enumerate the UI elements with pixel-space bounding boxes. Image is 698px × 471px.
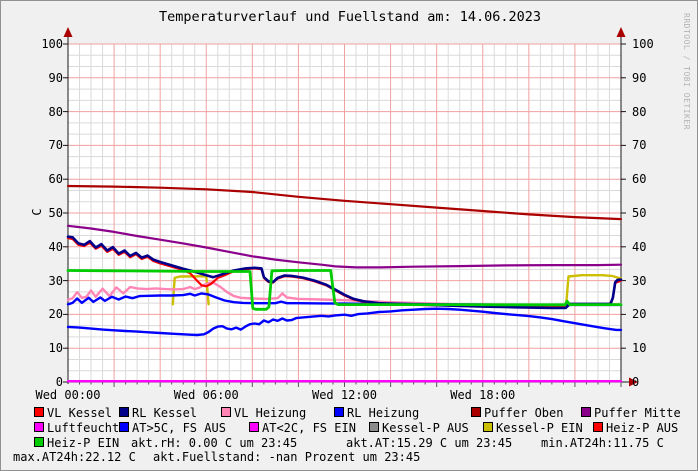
legend-item-label: RL Kessel: [132, 406, 198, 420]
y-tick-label: 30: [632, 273, 647, 288]
legend-item-label: Kessel-P AUS: [382, 421, 469, 435]
y-tick-label: 100: [632, 37, 654, 51]
y-tick-label: 20: [632, 307, 647, 322]
y-tick-label: 70: [632, 138, 647, 153]
x-tick-label: Wed 00:00: [35, 388, 101, 402]
y-tick-label: 60: [48, 172, 63, 187]
x-axis-arrow: [629, 377, 638, 387]
legend-item-label: Luftfeuchte: [47, 421, 127, 435]
legend-color-swatch: [119, 422, 129, 432]
legend-item-label: Kessel-P EIN: [496, 421, 583, 435]
y-tick-label: 50: [48, 206, 63, 220]
y-tick-label: 0: [55, 375, 63, 389]
y-tick-label: 80: [632, 104, 647, 119]
y-tick-label: 100: [41, 37, 63, 51]
legend-item-label: AT>5C, FS AUS: [132, 421, 226, 435]
graph-title: Temperaturverlauf und Fuellstand am: 14.…: [158, 9, 541, 25]
y-tick-label: 90: [632, 70, 647, 85]
legend-color-swatch: [581, 407, 591, 417]
y-tick-label: 10: [48, 341, 63, 356]
legend-stat-text: akt.rH: 0.00 C um 23:45: [131, 436, 298, 450]
y-tick-label: 80: [48, 104, 63, 119]
series-puffer-mitte: [66, 224, 623, 269]
legend-color-swatch: [249, 422, 259, 432]
series-puffer-oben: [66, 184, 623, 221]
legend-stat-text: min.AT24h:11.75 C: [541, 436, 664, 450]
legend-item-label: VL Heizung: [234, 406, 307, 420]
series-rl-kessel: [66, 235, 623, 310]
series-at-aussentemp: [66, 307, 623, 337]
y-axis-arrow-right: [616, 27, 626, 37]
legend-color-swatch: [483, 422, 493, 432]
legend-color-swatch: [119, 407, 129, 417]
y-tick-label: 90: [48, 70, 63, 85]
legend-color-swatch: [34, 407, 44, 417]
y-tick-label: 70: [48, 138, 63, 153]
series-kessel-p-ein: [565, 274, 623, 306]
legend-stat-text: akt.AT:15.29 C um 23:45: [346, 436, 513, 450]
y-tick-label: 40: [48, 239, 63, 254]
y-tick-label: 30: [48, 273, 63, 288]
legend-item-label: Puffer Mitte: [594, 406, 681, 420]
y-tick-label: 60: [632, 172, 647, 187]
series-heiz-p-ein: [66, 269, 623, 311]
x-tick-label: Wed 12:00: [311, 388, 378, 402]
y-tick-label: 0: [632, 375, 640, 389]
y-tick-label: 20: [48, 307, 63, 322]
legend-item-label: RL Heizung: [347, 406, 420, 420]
y-tick-label: 40: [632, 239, 647, 254]
legend-item-label: Puffer Oben: [484, 406, 564, 420]
legend-stat-text: akt.Fuellstand: -nan Prozent um 23:45: [153, 450, 421, 464]
legend-color-swatch: [334, 407, 344, 417]
legend-stat-text: max.AT24h:22.12 C: [13, 450, 136, 464]
legend-color-swatch: [34, 422, 44, 432]
y-tick-label: 10: [632, 341, 647, 356]
y-axis-arrow-left: [63, 27, 73, 37]
x-tick-label: Wed 18:00: [450, 388, 516, 402]
legend-item-label: Heiz-P AUS: [606, 421, 679, 435]
legend-item-label: Heiz-P EIN: [47, 436, 120, 450]
legend-color-swatch: [34, 437, 44, 447]
legend-item-label: VL Kessel: [47, 406, 113, 420]
legend-item-label: AT<2C, FS EIN: [262, 421, 356, 435]
legend-color-swatch: [471, 407, 481, 417]
rrdtool-watermark: RRDTOOL / TOBI OETIKER: [682, 13, 691, 130]
y-tick-label: 50: [632, 206, 647, 220]
x-tick-label: Wed 06:00: [173, 388, 239, 402]
legend-color-swatch: [221, 407, 231, 417]
legend-color-swatch: [369, 422, 379, 432]
legend-color-swatch: [593, 422, 603, 432]
